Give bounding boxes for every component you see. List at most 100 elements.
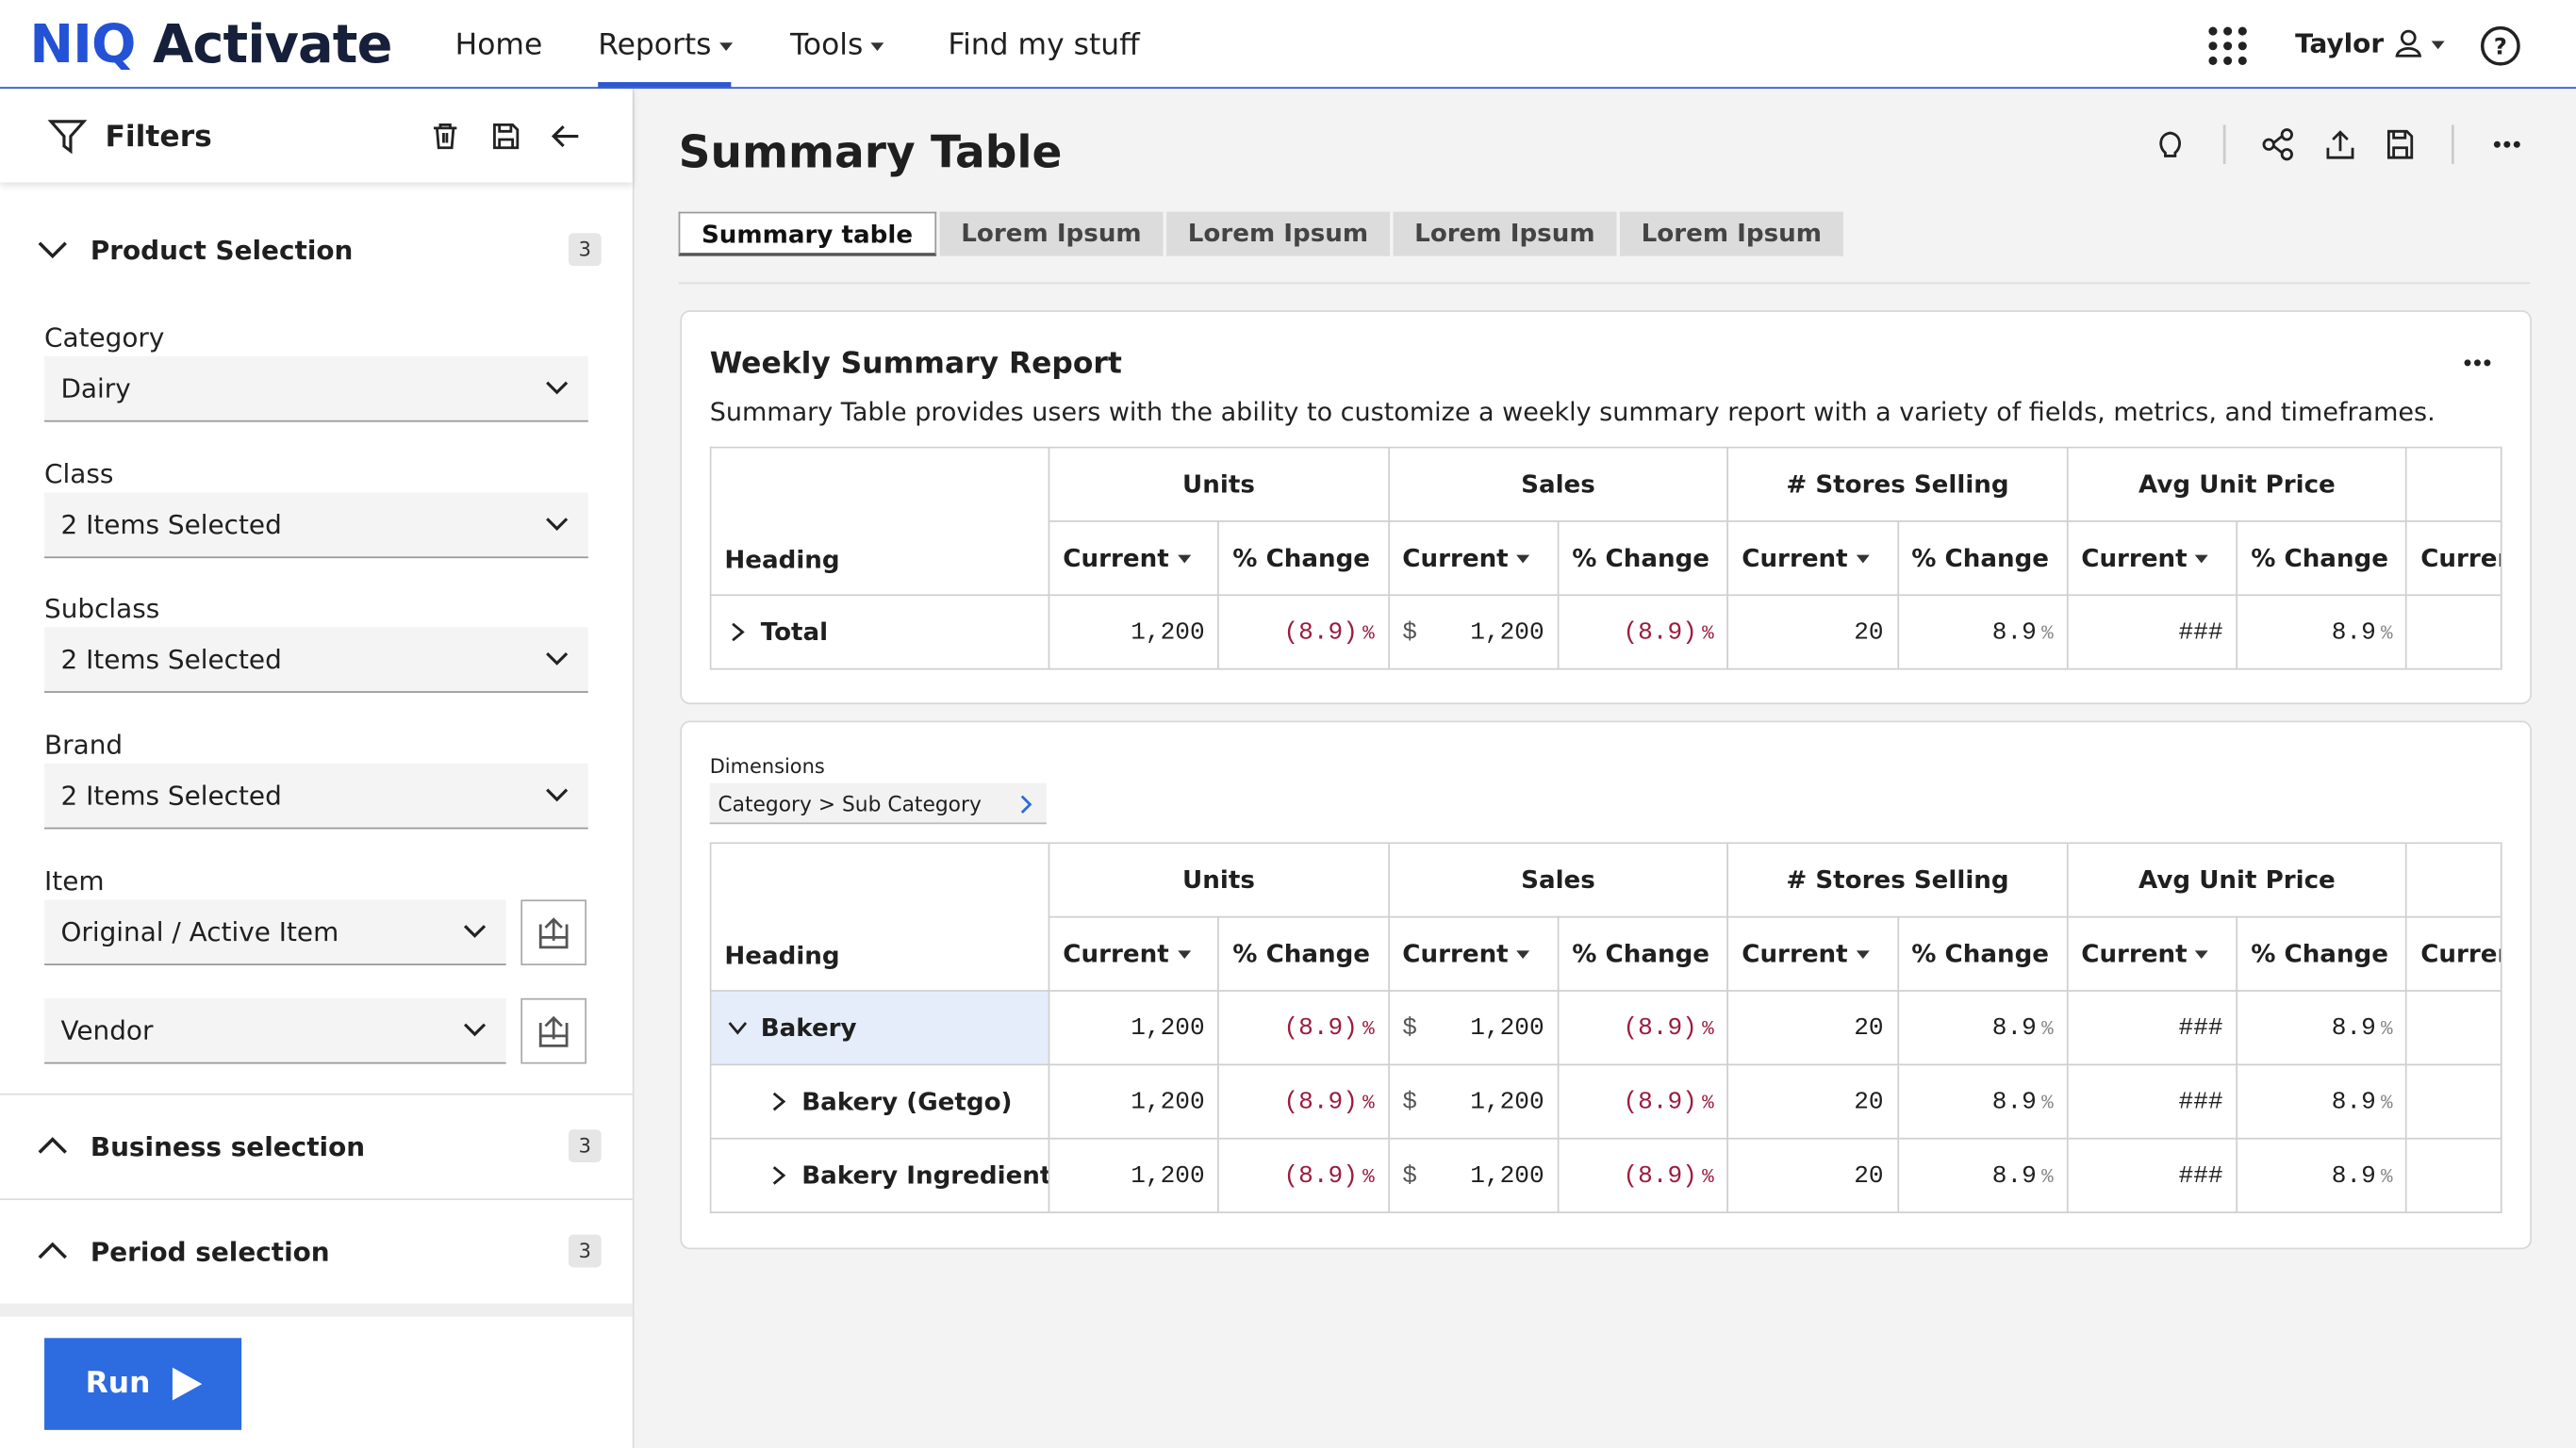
chevron-up[interactable] xyxy=(36,1240,69,1262)
field-label: Category xyxy=(44,321,165,354)
nav-home[interactable]: Home xyxy=(454,27,543,63)
sub-header[interactable]: Current xyxy=(2066,915,2238,992)
sub-header[interactable]: Current xyxy=(1387,520,1560,597)
count-badge: 3 xyxy=(568,1129,602,1162)
delete-icon[interactable] xyxy=(430,122,459,151)
count-badge: 3 xyxy=(568,1234,602,1268)
save-icon[interactable] xyxy=(491,122,520,151)
tab[interactable]: Lorem Ipsum xyxy=(1619,211,1843,256)
chevron xyxy=(463,925,487,938)
sub-header: % Change xyxy=(2236,915,2408,992)
nav-find[interactable]: Find my stuff xyxy=(948,27,1140,63)
cell xyxy=(2405,594,2501,670)
chevron-up[interactable] xyxy=(36,1134,69,1157)
report-table: Heading Units Sales # Stores Selling Avg Uni… xyxy=(709,446,2501,670)
dimensions-card: Dimensions Category > Sub Category Headi… xyxy=(680,720,2532,1250)
chevron-right[interactable] xyxy=(768,1092,788,1111)
run-button[interactable]: Run xyxy=(44,1338,242,1430)
dimension-selector[interactable]: Category > Sub Category xyxy=(709,782,1047,825)
divider xyxy=(0,1093,633,1095)
sub-header[interactable]: Current xyxy=(1726,915,1899,992)
sub-header: % Change xyxy=(1217,520,1390,597)
row-heading: Bakery Ingredients xyxy=(709,1137,1050,1213)
select[interactable]: Original / Active Item xyxy=(44,899,506,966)
help-icon[interactable]: ? xyxy=(2479,25,2521,67)
cell: 1,200 xyxy=(1048,990,1220,1066)
nav-tools[interactable]: Tools xyxy=(790,28,884,62)
filters-title: Filters xyxy=(105,120,212,155)
chevron-down[interactable] xyxy=(728,1018,748,1038)
upload-button[interactable] xyxy=(520,899,587,966)
sort-caret xyxy=(1177,950,1191,960)
cell: 8.9% xyxy=(1896,1063,2069,1140)
nav-reports[interactable]: Reports xyxy=(598,27,734,63)
select-value: 2 Items Selected xyxy=(60,643,282,675)
top-nav: NIQ Activate Home Reports Tools Find my … xyxy=(0,0,2576,90)
sub-header-label: Current xyxy=(1402,543,1509,573)
run-label: Run xyxy=(85,1365,151,1401)
sub-header[interactable]: Current xyxy=(1048,520,1220,597)
cell: ### xyxy=(2066,594,2238,670)
tab[interactable]: Lorem Ipsum xyxy=(1393,211,1617,256)
sub-header[interactable]: Current xyxy=(2405,520,2501,597)
cell: 20 xyxy=(1726,1063,1899,1140)
more-icon[interactable] xyxy=(2463,356,2496,370)
tab[interactable]: Lorem Ipsum xyxy=(939,211,1164,256)
select[interactable]: Vendor xyxy=(44,997,506,1064)
row-heading: Bakery (Getgo) xyxy=(709,1063,1050,1140)
select[interactable]: 2 Items Selected xyxy=(44,491,588,558)
apps-icon[interactable] xyxy=(2206,25,2249,67)
row-label: Bakery Ingredients xyxy=(801,1160,1049,1191)
tab[interactable]: Summary table xyxy=(678,211,936,256)
subheader-row: Current % Change Current % Change Current % C… xyxy=(711,520,2501,597)
chevron xyxy=(546,787,569,801)
row-heading: Total xyxy=(709,594,1050,670)
sub-header[interactable]: Current xyxy=(1048,915,1220,992)
field-label: Brand xyxy=(44,728,124,760)
chevron-right[interactable] xyxy=(728,622,748,642)
upload-button[interactable] xyxy=(520,997,587,1064)
share-icon[interactable] xyxy=(2262,128,2293,161)
data-row: Bakery 1,200 (8.9)% $1,200 (8.9)% 20 8.9% ### 8.… xyxy=(709,990,2501,1066)
sub-header[interactable]: Current xyxy=(1726,520,1899,597)
cell-value: 20 xyxy=(1854,1013,1884,1042)
dimensions-table: Heading Units Sales # Stores Selling Avg Uni… xyxy=(709,842,2501,1213)
row-label: Bakery (Getgo) xyxy=(801,1086,1013,1117)
user-menu[interactable]: Taylor xyxy=(2295,28,2444,59)
group-header: # Stores Selling xyxy=(1726,446,2069,522)
cell: $1,200 xyxy=(1387,1063,1560,1140)
cell-value: (8.9) xyxy=(1283,1161,1358,1190)
nav-label: Reports xyxy=(598,27,712,63)
play-icon xyxy=(172,1367,203,1401)
more-icon[interactable] xyxy=(2493,140,2520,148)
sub-header[interactable]: Current xyxy=(2405,915,2501,992)
select[interactable]: 2 Items Selected xyxy=(44,762,588,829)
sub-header-label: Current xyxy=(2081,543,2188,573)
chevron-down[interactable] xyxy=(36,239,69,261)
cell: 20 xyxy=(1726,990,1899,1066)
collapse-icon[interactable] xyxy=(549,122,582,151)
save-icon[interactable] xyxy=(2386,129,2414,159)
cell: 20 xyxy=(1726,1137,1899,1213)
export-icon[interactable] xyxy=(2326,130,2354,159)
idea-icon[interactable] xyxy=(2159,131,2181,157)
user-icon xyxy=(2394,29,2421,58)
brand[interactable]: NIQ Activate xyxy=(29,13,392,75)
sub-header[interactable]: Current xyxy=(1387,915,1560,992)
svg-text:?: ? xyxy=(2494,32,2507,59)
sub-header[interactable]: Current xyxy=(2066,520,2238,597)
select-value: Vendor xyxy=(60,1014,154,1046)
chevron-right[interactable] xyxy=(768,1165,788,1185)
filter-icon xyxy=(47,120,88,155)
divider xyxy=(0,1303,633,1317)
percent: % xyxy=(1702,1091,1714,1114)
select[interactable]: 2 Items Selected xyxy=(44,627,588,693)
tab[interactable]: Lorem Ipsum xyxy=(1166,211,1390,256)
select[interactable]: Dairy xyxy=(44,355,588,422)
percent: % xyxy=(2381,621,2393,645)
field-label: Item xyxy=(44,864,105,897)
cell-value: 8.9 xyxy=(2331,1161,2376,1190)
sort-caret xyxy=(2195,950,2209,960)
section-title: Period selection xyxy=(90,1236,330,1268)
